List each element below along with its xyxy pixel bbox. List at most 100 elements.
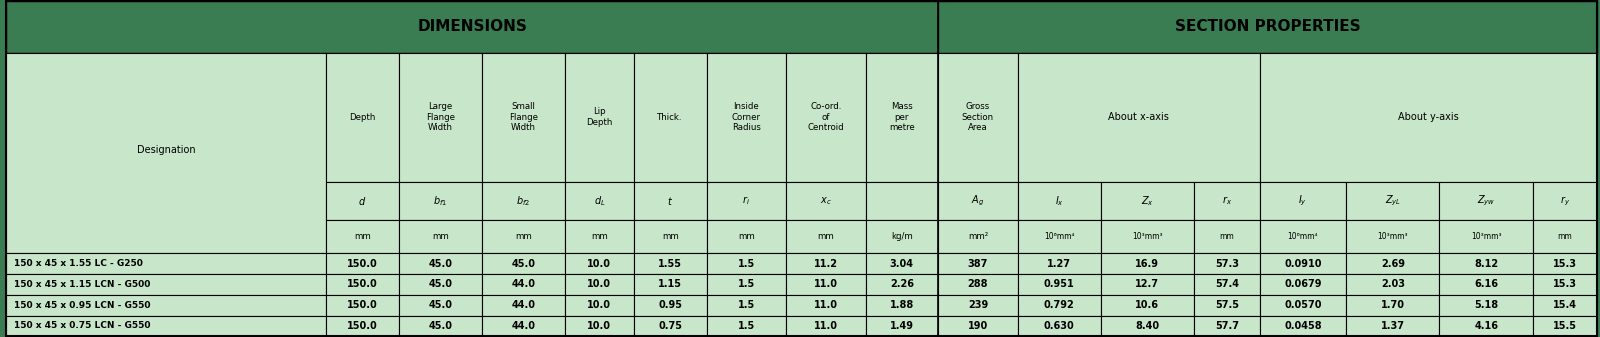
Text: 387: 387: [968, 258, 989, 269]
Bar: [634, 315, 707, 336]
Bar: [6, 274, 326, 295]
Bar: [565, 220, 634, 253]
Bar: [1259, 53, 1597, 182]
Text: 239: 239: [968, 300, 989, 310]
Bar: [938, 315, 1018, 336]
Text: 2.69: 2.69: [1381, 258, 1405, 269]
Text: 0.951: 0.951: [1043, 279, 1075, 289]
Bar: [1101, 220, 1194, 253]
Text: 45.0: 45.0: [429, 258, 453, 269]
Bar: [1346, 253, 1440, 274]
Bar: [938, 53, 1018, 182]
Text: kg/m: kg/m: [891, 232, 912, 241]
Bar: [707, 182, 786, 220]
Text: 10⁶mm⁴: 10⁶mm⁴: [1043, 232, 1075, 241]
Bar: [565, 53, 634, 182]
Text: 15.3: 15.3: [1554, 279, 1578, 289]
Bar: [938, 274, 1018, 295]
Text: 11.0: 11.0: [814, 300, 838, 310]
Text: 150 x 45 x 0.95 LCN - G550: 150 x 45 x 0.95 LCN - G550: [14, 301, 150, 310]
Bar: [1346, 295, 1440, 315]
Bar: [634, 220, 707, 253]
Text: $x_c$: $x_c$: [819, 195, 832, 207]
Bar: [1440, 220, 1533, 253]
Bar: [326, 182, 398, 220]
Bar: [1440, 315, 1533, 336]
Text: About x-axis: About x-axis: [1109, 112, 1170, 122]
Text: mm: mm: [738, 232, 755, 241]
Text: 0.0910: 0.0910: [1285, 258, 1322, 269]
Bar: [938, 295, 1018, 315]
Bar: [1018, 220, 1101, 253]
Bar: [1259, 295, 1346, 315]
Text: 6.16: 6.16: [1474, 279, 1498, 289]
Text: 16.9: 16.9: [1136, 258, 1160, 269]
Bar: [1533, 182, 1597, 220]
Bar: [1440, 295, 1533, 315]
Bar: [565, 315, 634, 336]
Text: 10.0: 10.0: [587, 258, 611, 269]
Bar: [398, 253, 482, 274]
Text: Thick.: Thick.: [658, 113, 683, 122]
Bar: [1194, 220, 1259, 253]
Text: 1.70: 1.70: [1381, 300, 1405, 310]
Text: About y-axis: About y-axis: [1398, 112, 1459, 122]
Text: 150.0: 150.0: [347, 279, 378, 289]
Text: 1.27: 1.27: [1046, 258, 1070, 269]
Text: $r_y$: $r_y$: [1560, 194, 1570, 208]
Text: 45.0: 45.0: [429, 279, 453, 289]
Text: 150 x 45 x 0.75 LCN - G550: 150 x 45 x 0.75 LCN - G550: [14, 321, 150, 331]
Bar: [1101, 295, 1194, 315]
Bar: [1440, 182, 1533, 220]
Text: Designation: Designation: [138, 145, 195, 155]
Bar: [6, 295, 326, 315]
Bar: [866, 315, 938, 336]
Bar: [1259, 315, 1346, 336]
Bar: [938, 220, 1018, 253]
Text: $d$: $d$: [358, 195, 366, 207]
Bar: [634, 253, 707, 274]
Text: 150.0: 150.0: [347, 321, 378, 331]
Bar: [1533, 274, 1597, 295]
Bar: [938, 253, 1018, 274]
Bar: [326, 274, 398, 295]
Text: 12.7: 12.7: [1136, 279, 1160, 289]
Text: 57.7: 57.7: [1214, 321, 1238, 331]
Bar: [1533, 220, 1597, 253]
Text: 0.95: 0.95: [658, 300, 682, 310]
Bar: [634, 274, 707, 295]
Text: Inside
Corner
Radius: Inside Corner Radius: [731, 102, 760, 132]
Bar: [1194, 315, 1259, 336]
Text: $A_g$: $A_g$: [971, 194, 984, 208]
Bar: [6, 315, 326, 336]
Text: Small
Flange
Width: Small Flange Width: [509, 102, 538, 132]
Text: $Z_{yw}$: $Z_{yw}$: [1477, 194, 1496, 208]
Text: 1.55: 1.55: [658, 258, 682, 269]
Bar: [786, 274, 866, 295]
Bar: [326, 53, 398, 182]
Bar: [707, 220, 786, 253]
Bar: [707, 53, 786, 182]
Bar: [1533, 253, 1597, 274]
Text: 44.0: 44.0: [512, 300, 536, 310]
Bar: [565, 253, 634, 274]
Bar: [707, 253, 786, 274]
Text: 8.40: 8.40: [1136, 321, 1160, 331]
Text: 0.792: 0.792: [1043, 300, 1075, 310]
Text: 10.0: 10.0: [587, 279, 611, 289]
Text: Co-ord.
of
Centroid: Co-ord. of Centroid: [808, 102, 845, 132]
Bar: [1440, 274, 1533, 295]
Bar: [565, 182, 634, 220]
Bar: [938, 182, 1018, 220]
Bar: [1018, 182, 1101, 220]
Text: mm: mm: [818, 232, 834, 241]
Bar: [866, 220, 938, 253]
Text: 10.0: 10.0: [587, 300, 611, 310]
Bar: [1194, 182, 1259, 220]
Bar: [1440, 253, 1533, 274]
Text: mm: mm: [432, 232, 448, 241]
Text: 11.2: 11.2: [814, 258, 838, 269]
Bar: [707, 315, 786, 336]
Text: 3.04: 3.04: [890, 258, 914, 269]
Text: 1.5: 1.5: [738, 321, 755, 331]
